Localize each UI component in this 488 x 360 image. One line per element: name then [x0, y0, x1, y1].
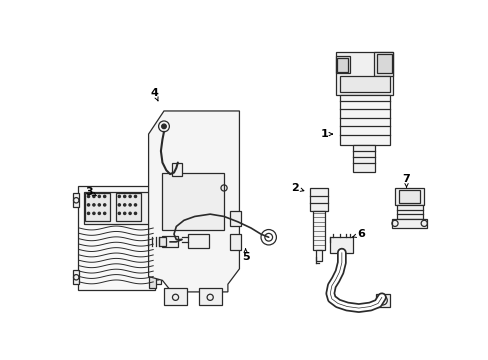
Text: 5: 5	[241, 252, 249, 262]
Bar	[172, 163, 182, 176]
Bar	[339, 95, 389, 145]
Bar	[394, 188, 424, 205]
Circle shape	[134, 212, 136, 215]
Circle shape	[123, 195, 125, 198]
Bar	[230, 234, 241, 249]
Circle shape	[103, 204, 105, 206]
Circle shape	[103, 195, 105, 198]
Circle shape	[118, 195, 120, 198]
Bar	[73, 193, 79, 207]
Bar	[335, 53, 393, 95]
Bar	[159, 237, 165, 246]
Circle shape	[129, 212, 131, 215]
Bar	[85, 193, 110, 221]
Bar	[335, 56, 349, 73]
Bar	[78, 186, 154, 289]
Bar	[84, 192, 148, 224]
Bar	[148, 228, 156, 288]
Bar	[391, 219, 427, 228]
Bar	[162, 236, 178, 247]
Circle shape	[118, 212, 120, 215]
Bar	[353, 145, 374, 172]
Bar	[329, 237, 353, 253]
Circle shape	[93, 195, 95, 198]
Bar	[312, 211, 324, 249]
Circle shape	[98, 204, 100, 206]
Bar	[154, 270, 161, 284]
Circle shape	[134, 195, 136, 198]
Circle shape	[98, 195, 100, 198]
Bar	[396, 205, 422, 219]
Bar	[73, 270, 79, 284]
Circle shape	[103, 212, 105, 215]
Bar	[198, 288, 221, 305]
Circle shape	[162, 124, 166, 129]
Text: 1: 1	[320, 129, 327, 139]
Bar	[230, 211, 241, 226]
Circle shape	[134, 204, 136, 206]
Bar	[187, 234, 209, 248]
Bar	[116, 193, 141, 221]
Bar	[375, 294, 389, 306]
Bar	[163, 288, 187, 305]
Bar	[337, 58, 347, 72]
Circle shape	[93, 204, 95, 206]
Circle shape	[93, 212, 95, 215]
Text: 2: 2	[290, 183, 298, 193]
Circle shape	[129, 195, 131, 198]
Bar	[373, 53, 393, 76]
Circle shape	[129, 204, 131, 206]
Circle shape	[123, 212, 125, 215]
Circle shape	[87, 204, 89, 206]
Polygon shape	[148, 111, 239, 292]
Circle shape	[118, 204, 120, 206]
Bar	[376, 54, 391, 73]
Text: 3: 3	[85, 187, 93, 197]
Text: 4: 4	[150, 88, 159, 98]
Circle shape	[123, 204, 125, 206]
Bar	[339, 76, 389, 93]
Text: 6: 6	[356, 229, 365, 239]
Bar	[315, 249, 321, 261]
Circle shape	[98, 212, 100, 215]
Bar	[154, 193, 161, 207]
Text: 7: 7	[402, 174, 409, 184]
Circle shape	[87, 195, 89, 198]
Bar	[309, 188, 327, 211]
Circle shape	[87, 212, 89, 215]
Bar	[162, 172, 224, 230]
Bar	[398, 190, 420, 203]
